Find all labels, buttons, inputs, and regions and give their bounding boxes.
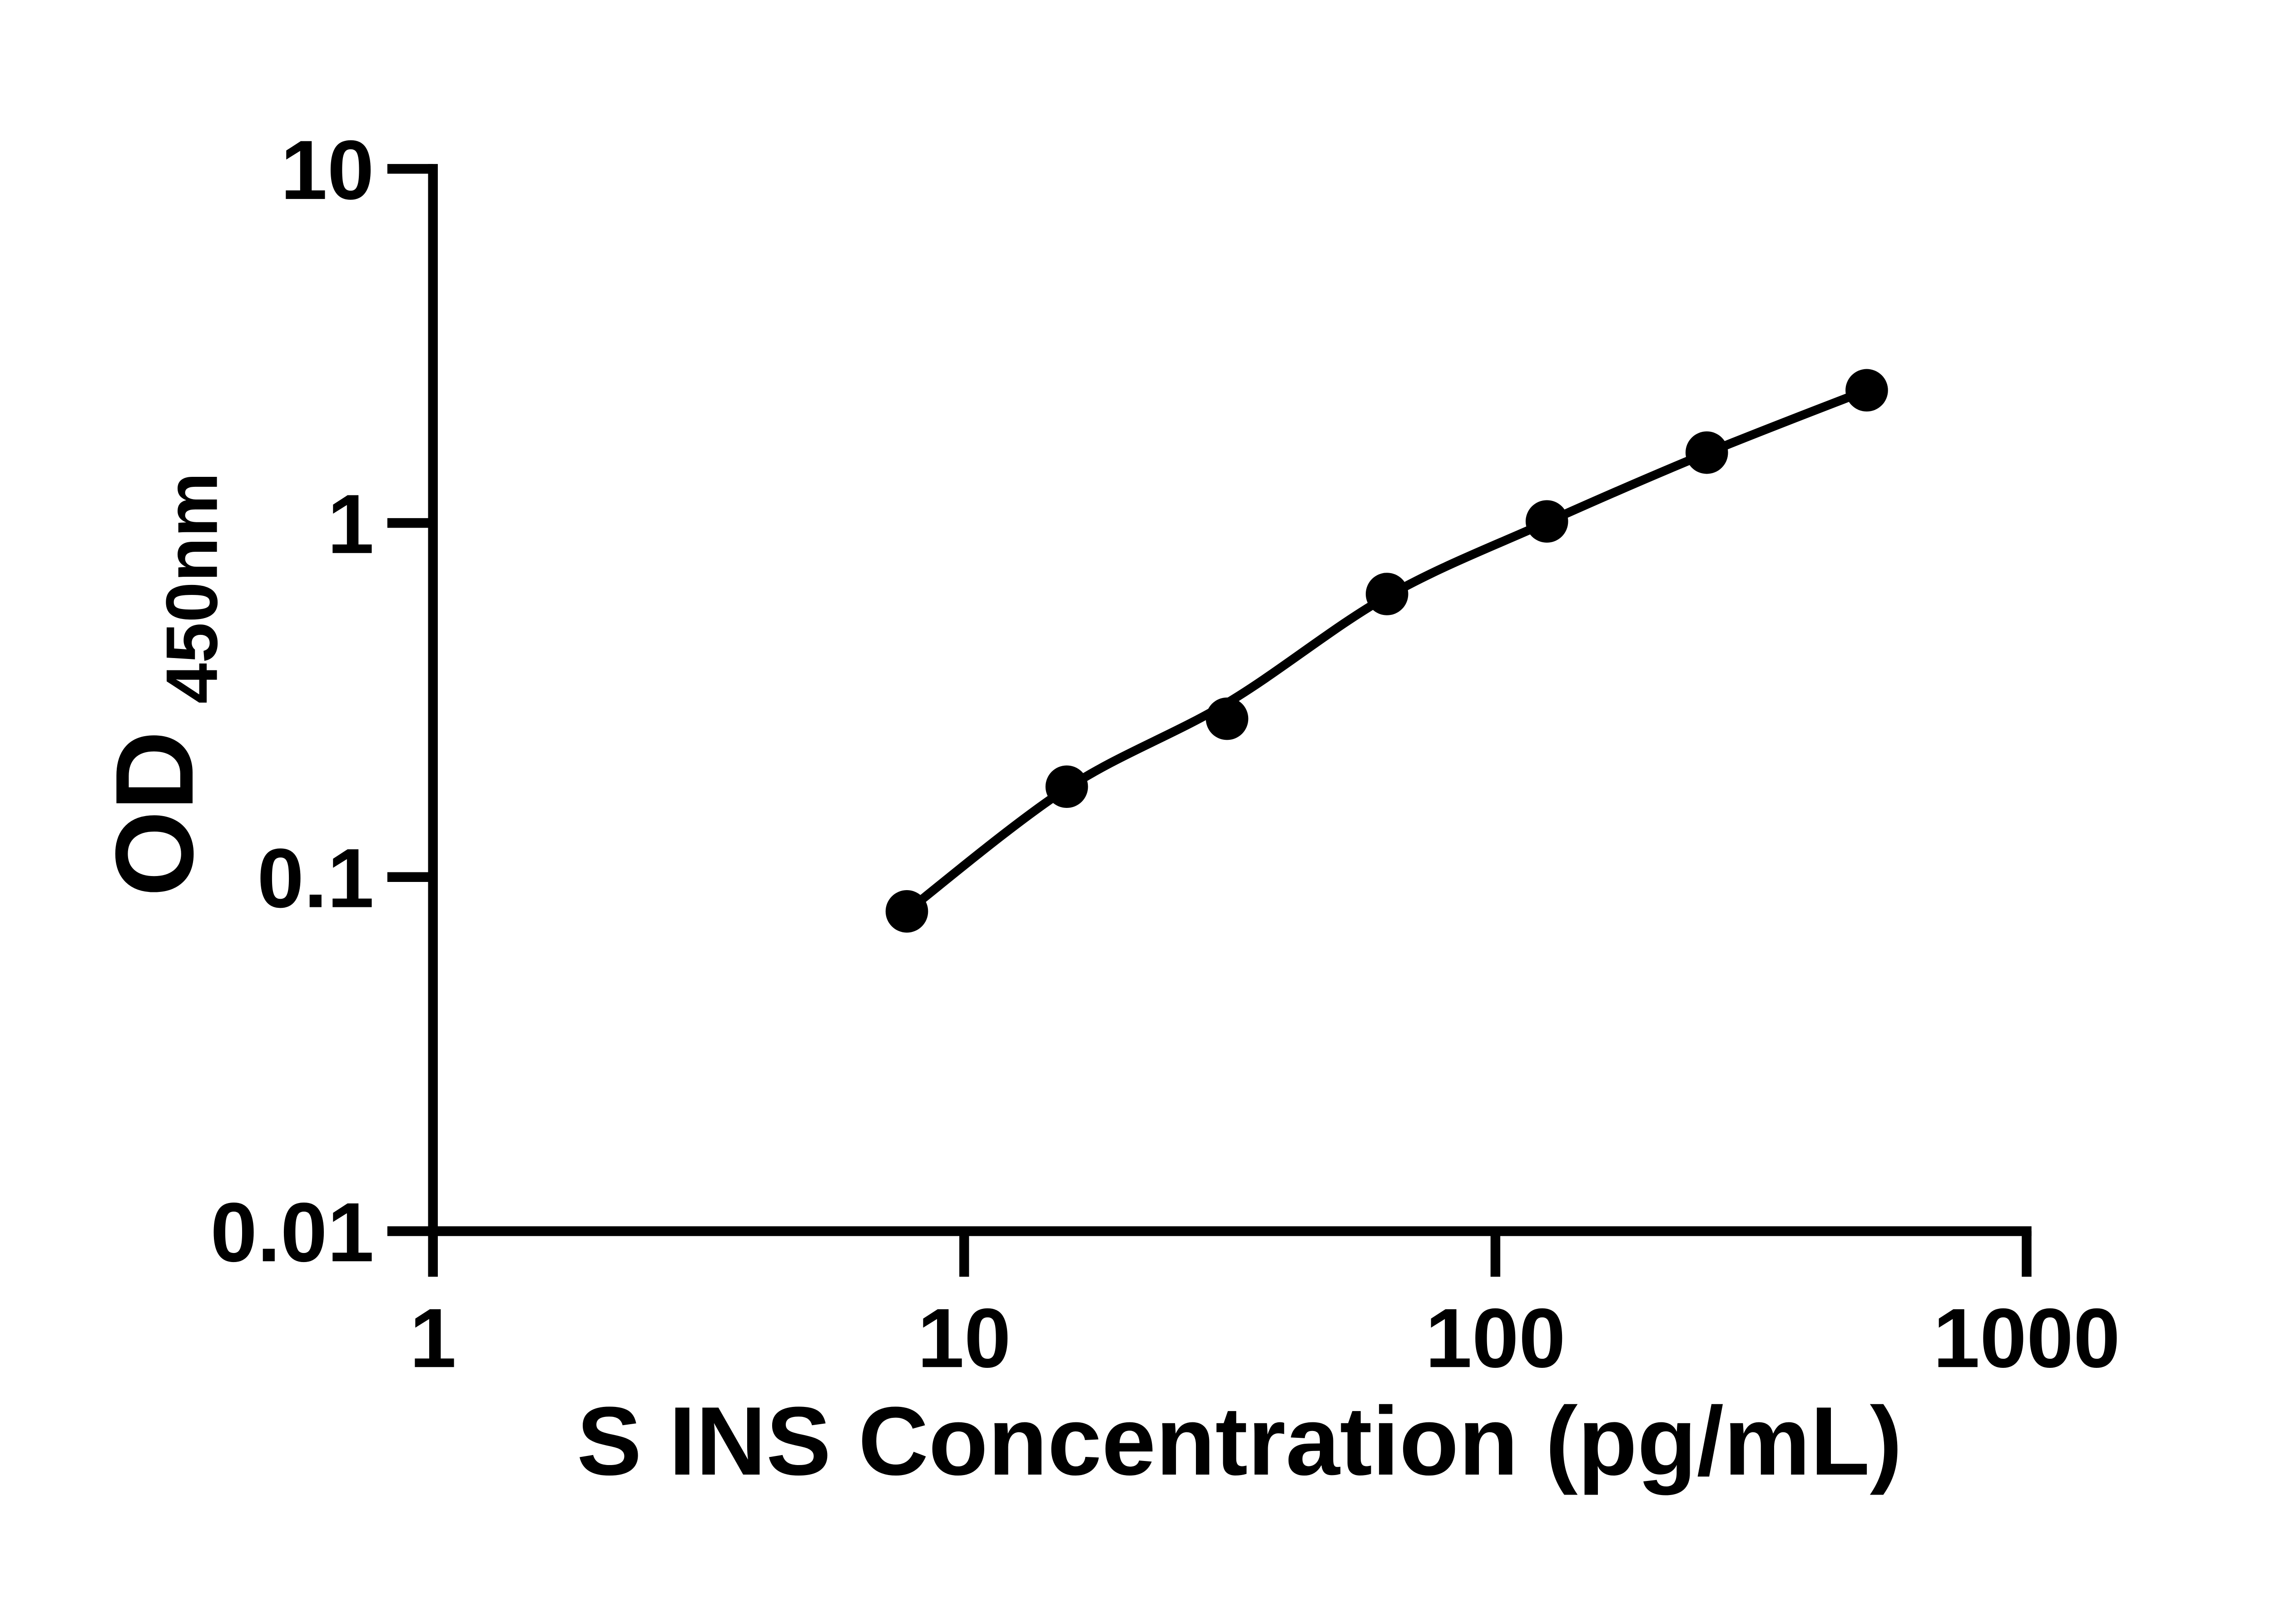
y-tick-label-10: 10 (281, 123, 374, 217)
y-axis-title-main: OD (92, 731, 216, 896)
fit-curve-line (902, 386, 1871, 916)
x-axis-ticks (428, 1231, 2032, 1277)
data-point-250 (1686, 431, 1728, 474)
y-axis-title-subscript: 450nm (151, 472, 233, 703)
x-tick-label-100: 100 (1425, 1291, 1566, 1385)
y-axis-tick-labels: 10 1 0.1 0.01 (210, 123, 374, 1279)
data-point-7.8 (885, 890, 928, 933)
y-tick-label-0.1: 0.1 (257, 832, 374, 926)
data-point-125 (1525, 500, 1568, 543)
y-tick-label-1: 1 (327, 477, 374, 571)
y-axis-title: OD 450nm (92, 472, 233, 897)
data-point-15.6 (1045, 765, 1088, 808)
x-tick-label-1000: 1000 (1933, 1291, 2120, 1385)
data-point-31.25 (1205, 697, 1249, 740)
x-tick-label-10: 10 (917, 1291, 1011, 1385)
x-tick-label-1: 1 (410, 1291, 456, 1385)
x-axis-tick-labels: 1 10 100 1000 (410, 1291, 2120, 1385)
y-tick-label-0.01: 0.01 (210, 1185, 374, 1279)
data-point-62.5 (1365, 573, 1408, 615)
x-axis-title: S INS Concentration (pg/mL) (577, 1387, 1902, 1495)
data-point-500 (1845, 369, 1888, 412)
data-point-markers (885, 369, 1888, 933)
y-axis-ticks (387, 164, 433, 1236)
